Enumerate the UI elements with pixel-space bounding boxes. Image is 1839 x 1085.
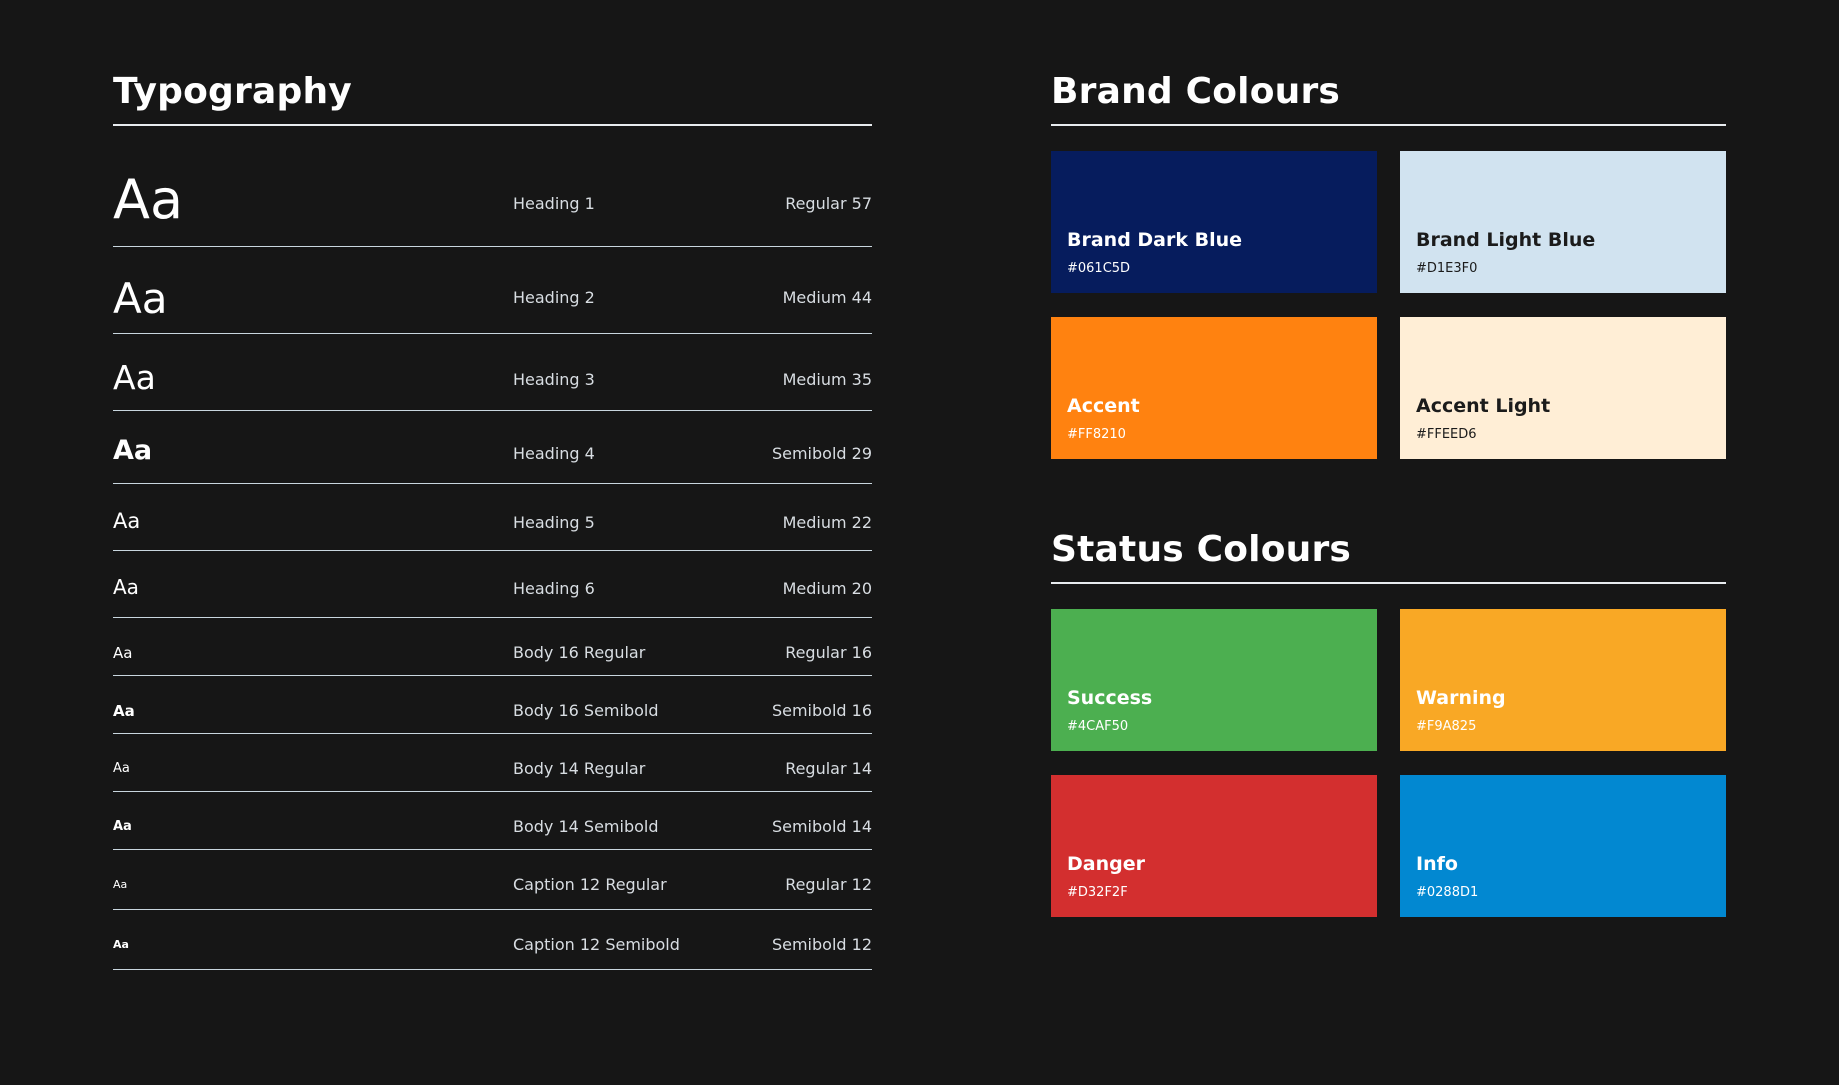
brand-colours-section-title: Brand Colours xyxy=(1051,71,1341,112)
swatch-name: Info xyxy=(1416,853,1458,875)
color-swatch-warning: Warning #F9A825 xyxy=(1400,609,1726,751)
type-sample: Aa xyxy=(113,878,128,891)
type-style-name: Body 16 Regular xyxy=(513,643,646,662)
type-style-spec: Medium 22 xyxy=(782,513,872,532)
status-colours-title-divider xyxy=(1051,582,1726,584)
type-row-heading-4: Aa Heading 4 Semibold 29 xyxy=(113,410,872,484)
swatch-name: Warning xyxy=(1416,687,1506,709)
type-sample: Aa xyxy=(113,274,168,323)
color-swatch-success: Success #4CAF50 xyxy=(1051,609,1377,751)
type-style-name: Body 16 Semibold xyxy=(513,701,659,720)
swatch-name: Accent xyxy=(1067,395,1140,417)
type-sample: Aa xyxy=(113,168,184,231)
type-row-body-14-semibold: Aa Body 14 Semibold Semibold 14 xyxy=(113,791,872,850)
type-row-heading-2: Aa Heading 2 Medium 44 xyxy=(113,246,872,334)
swatch-hex-code: #0288D1 xyxy=(1416,885,1479,900)
typography-section-title: Typography xyxy=(113,71,352,112)
type-style-name: Heading 1 xyxy=(513,194,595,213)
color-swatch-brand-light-blue: Brand Light Blue #D1E3F0 xyxy=(1400,151,1726,293)
type-sample: Aa xyxy=(113,819,132,834)
color-swatch-accent: Accent #FF8210 xyxy=(1051,317,1377,459)
type-sample: Aa xyxy=(113,575,139,599)
swatch-hex-code: #F9A825 xyxy=(1416,719,1477,734)
type-sample: Aa xyxy=(113,761,130,776)
type-style-spec: Semibold 14 xyxy=(771,817,872,836)
type-style-name: Heading 5 xyxy=(513,513,595,532)
type-style-name: Heading 6 xyxy=(513,579,595,598)
type-style-name: Caption 12 Semibold xyxy=(513,935,680,954)
color-swatch-info: Info #0288D1 xyxy=(1400,775,1726,917)
type-style-name: Caption 12 Regular xyxy=(513,875,667,894)
swatch-name: Brand Light Blue xyxy=(1416,229,1596,251)
swatch-hex-code: #FF8210 xyxy=(1067,427,1126,442)
type-style-name: Body 14 Semibold xyxy=(513,817,659,836)
type-style-spec: Regular 16 xyxy=(785,643,872,662)
type-style-spec: Semibold 12 xyxy=(771,935,872,954)
type-sample: Aa xyxy=(113,509,141,533)
type-row-heading-5: Aa Heading 5 Medium 22 xyxy=(113,483,872,551)
color-swatch-accent-light: Accent Light #FFEED6 xyxy=(1400,317,1726,459)
swatch-name: Brand Dark Blue xyxy=(1067,229,1243,251)
type-style-name: Body 14 Regular xyxy=(513,759,646,778)
type-row-caption-12-semibold: Aa Caption 12 Semibold Semibold 12 xyxy=(113,909,872,970)
type-row-body-16-regular: Aa Body 16 Regular Regular 16 xyxy=(113,617,872,676)
type-sample: Aa xyxy=(113,358,156,397)
status-colours-section-title: Status Colours xyxy=(1051,529,1352,570)
type-row-caption-12-regular: Aa Caption 12 Regular Regular 12 xyxy=(113,849,872,910)
swatch-hex-code: #D32F2F xyxy=(1067,885,1128,900)
type-sample: Aa xyxy=(113,435,153,466)
type-row-heading-3: Aa Heading 3 Medium 35 xyxy=(113,333,872,411)
swatch-name: Danger xyxy=(1067,853,1145,875)
type-row-heading-1: Aa Heading 1 Regular 57 xyxy=(113,140,872,247)
type-style-spec: Medium 20 xyxy=(782,579,872,598)
swatch-hex-code: #061C5D xyxy=(1067,261,1131,276)
type-sample: Aa xyxy=(113,938,129,951)
type-sample: Aa xyxy=(113,644,133,662)
type-style-spec: Regular 12 xyxy=(785,875,872,894)
type-style-spec: Regular 57 xyxy=(785,194,872,213)
swatch-name: Success xyxy=(1067,687,1153,709)
type-style-spec: Regular 14 xyxy=(785,759,872,778)
type-style-spec: Medium 35 xyxy=(782,370,872,389)
type-style-spec: Medium 44 xyxy=(782,288,872,307)
swatch-name: Accent Light xyxy=(1416,395,1551,417)
color-swatch-danger: Danger #D32F2F xyxy=(1051,775,1377,917)
swatch-hex-code: #FFEED6 xyxy=(1416,427,1477,442)
type-row-heading-6: Aa Heading 6 Medium 20 xyxy=(113,550,872,618)
typography-title-divider xyxy=(113,124,872,126)
swatch-hex-code: #D1E3F0 xyxy=(1416,261,1478,276)
type-style-spec: Semibold 16 xyxy=(771,701,872,720)
type-sample: Aa xyxy=(113,702,135,720)
type-style-name: Heading 4 xyxy=(513,444,595,463)
type-style-spec: Semibold 29 xyxy=(771,444,872,463)
brand-colours-title-divider xyxy=(1051,124,1726,126)
swatch-hex-code: #4CAF50 xyxy=(1067,719,1129,734)
type-row-body-14-regular: Aa Body 14 Regular Regular 14 xyxy=(113,733,872,792)
type-style-name: Heading 2 xyxy=(513,288,595,307)
type-row-body-16-semibold: Aa Body 16 Semibold Semibold 16 xyxy=(113,675,872,734)
type-style-name: Heading 3 xyxy=(513,370,595,389)
color-swatch-brand-dark-blue: Brand Dark Blue #061C5D xyxy=(1051,151,1377,293)
